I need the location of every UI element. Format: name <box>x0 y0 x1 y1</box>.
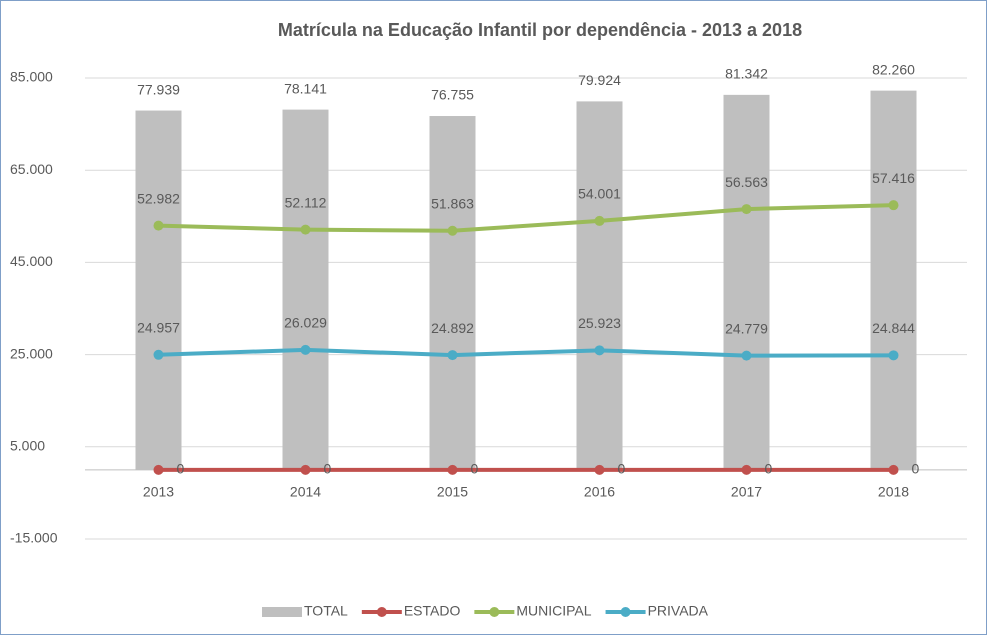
legend-label: TOTAL <box>304 603 348 619</box>
bar <box>576 101 623 470</box>
y-tick-label: 65.000 <box>10 161 53 177</box>
data-label: 79.924 <box>578 72 621 88</box>
data-label: 52.112 <box>285 194 327 210</box>
data-label: 0 <box>765 461 773 477</box>
data-label: 77.939 <box>137 81 180 97</box>
data-label: 24.779 <box>725 320 768 336</box>
point <box>594 345 605 356</box>
data-label: 0 <box>618 461 626 477</box>
data-label: 54.001 <box>578 186 621 202</box>
point <box>888 350 899 361</box>
y-tick-label: -15.000 <box>10 530 58 546</box>
data-label: 0 <box>912 461 920 477</box>
legend-swatch <box>489 607 500 617</box>
y-tick-label: 5.000 <box>10 438 45 454</box>
line <box>158 203 894 233</box>
chart-title: Matrícula na Educação Infantil por depen… <box>278 20 802 40</box>
x-tick-label: 2018 <box>878 484 909 500</box>
x-tick-label: 2017 <box>731 484 762 500</box>
data-label: 56.563 <box>725 174 768 190</box>
data-label: 26.029 <box>284 315 327 331</box>
data-label: 24.957 <box>137 320 180 336</box>
bar <box>723 94 770 470</box>
point <box>447 464 458 475</box>
point <box>153 220 164 231</box>
bar <box>870 90 917 470</box>
point <box>447 225 458 236</box>
data-label: 0 <box>177 461 185 477</box>
x-tick-label: 2014 <box>290 484 321 500</box>
point <box>594 215 605 226</box>
x-tick-label: 2016 <box>584 484 615 500</box>
data-label: 24.844 <box>872 320 915 336</box>
point <box>594 464 605 475</box>
x-tick-label: 2015 <box>437 484 468 500</box>
data-label: 24.892 <box>431 320 474 336</box>
point <box>447 350 458 361</box>
data-label: 81.342 <box>725 66 768 82</box>
line <box>158 347 894 358</box>
data-label: 76.755 <box>431 87 474 103</box>
bar <box>135 110 182 470</box>
data-label: 51.863 <box>431 195 474 211</box>
point <box>741 464 752 475</box>
point <box>153 349 164 360</box>
point <box>741 350 752 361</box>
data-label: 57.416 <box>872 170 915 186</box>
data-label: 82.260 <box>872 61 915 77</box>
x-tick-label: 2013 <box>143 484 174 500</box>
data-label: 52.982 <box>137 190 180 206</box>
data-label: 0 <box>324 461 332 477</box>
point <box>153 464 164 475</box>
y-tick-label: 85.000 <box>10 69 53 85</box>
y-tick-label: 25.000 <box>10 345 53 361</box>
y-tick-label: 45.000 <box>10 253 53 269</box>
legend-label: ESTADO <box>404 603 461 619</box>
point <box>300 344 311 355</box>
bar <box>282 109 329 470</box>
bar <box>429 116 476 470</box>
legend-swatch <box>262 607 302 617</box>
point <box>888 464 899 475</box>
point <box>741 204 752 215</box>
legend-swatch <box>376 607 387 617</box>
point <box>300 224 311 235</box>
legend-swatch <box>620 607 631 617</box>
legend-label: PRIVADA <box>648 603 709 619</box>
legend-label: MUNICIPAL <box>516 603 591 619</box>
point <box>300 464 311 475</box>
data-label: 0 <box>471 461 479 477</box>
data-label: 25.923 <box>578 315 621 331</box>
point <box>888 200 899 211</box>
data-label: 78.141 <box>284 80 327 96</box>
